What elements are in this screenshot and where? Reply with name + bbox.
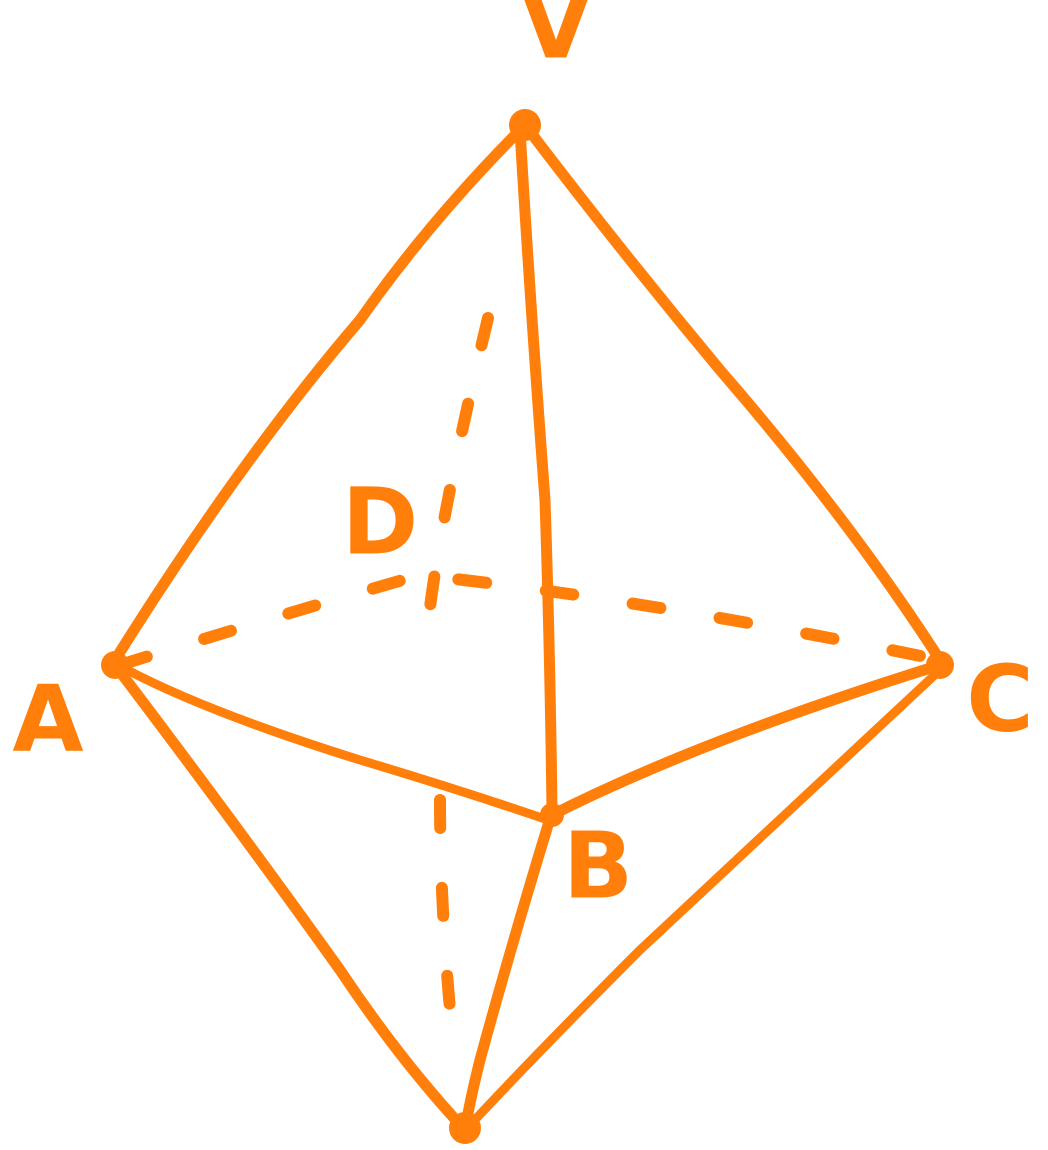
vertex — [509, 109, 541, 141]
vertex-label: A — [12, 665, 83, 772]
edge-d-bottom-hidden — [434, 794, 461, 1066]
edge-b-bottom — [459, 819, 554, 1136]
vertex-label: D — [342, 468, 418, 575]
edge-a-b — [113, 660, 553, 825]
edge-v-a — [109, 119, 531, 666]
edge-v-b — [514, 124, 558, 816]
vertex — [101, 651, 129, 679]
edge-c-bottom — [465, 665, 945, 1130]
edge-b-c — [546, 659, 946, 821]
edge-a-bottom — [109, 659, 471, 1136]
vertex-label: B — [563, 812, 633, 919]
vertex-label: V — [520, 0, 591, 79]
vertex — [540, 803, 564, 827]
vertex — [449, 1112, 481, 1144]
vertex — [926, 651, 954, 679]
edge-a-c-hidden — [114, 569, 946, 671]
vertex-label: C — [966, 645, 1034, 752]
edge-v-c — [519, 119, 946, 666]
